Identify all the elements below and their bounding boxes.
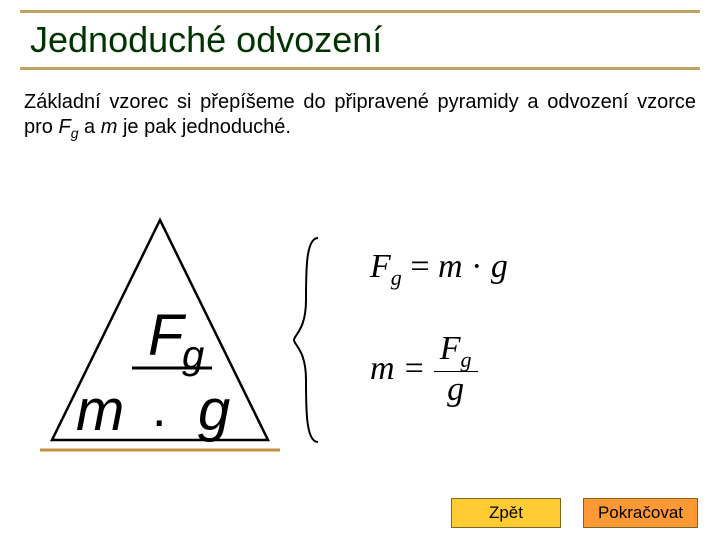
next-button[interactable]: Pokračovat (583, 498, 698, 528)
eq2-equals: = (405, 350, 424, 388)
title-block: Jednoduché odvození (20, 10, 700, 70)
brace-icon (288, 230, 328, 450)
formula-fg: Fg = m · g (370, 248, 508, 291)
nav-buttons: Zpět Pokračovat (451, 498, 698, 528)
para-part2: a (78, 116, 100, 138)
para-fg-f: F (58, 116, 70, 138)
eq2-num-F: F (440, 330, 461, 367)
eq2-fraction: Fg g (434, 331, 478, 408)
formula-block: Fg = m · g m = Fg g (370, 230, 508, 408)
eq2-m: m (370, 350, 395, 388)
page-title: Jednoduché odvození (20, 13, 700, 67)
pyramid-bottom-dot: . (152, 380, 166, 438)
para-part3: je pak jednoduché. (117, 116, 290, 138)
eq2-num-g: g (461, 347, 472, 372)
para-m: m (101, 116, 118, 138)
eq1-dot: · (463, 248, 491, 285)
back-button[interactable]: Zpět (451, 498, 561, 528)
eq1-g: g (491, 248, 508, 285)
eq2-numerator: Fg (434, 331, 478, 371)
eq1-equals: = (402, 248, 438, 285)
body-paragraph: Základní vzorec si přepíšeme do připrave… (24, 90, 696, 143)
title-bottom-rule (20, 67, 700, 70)
pyramid-bottom-g: g (198, 378, 230, 443)
eq1-m: m (438, 248, 463, 285)
figure-area: F g m . g Fg = m · g m = Fg g (40, 210, 680, 470)
eq1-g-sub: g (391, 265, 402, 290)
pyramid-top-g: g (182, 333, 204, 377)
formula-m: m = Fg g (370, 331, 508, 408)
eq2-denominator: g (441, 372, 470, 408)
pyramid-bottom-m: m (76, 378, 124, 443)
pyramid-diagram: F g m . g (40, 210, 280, 460)
eq1-F: F (370, 248, 391, 285)
